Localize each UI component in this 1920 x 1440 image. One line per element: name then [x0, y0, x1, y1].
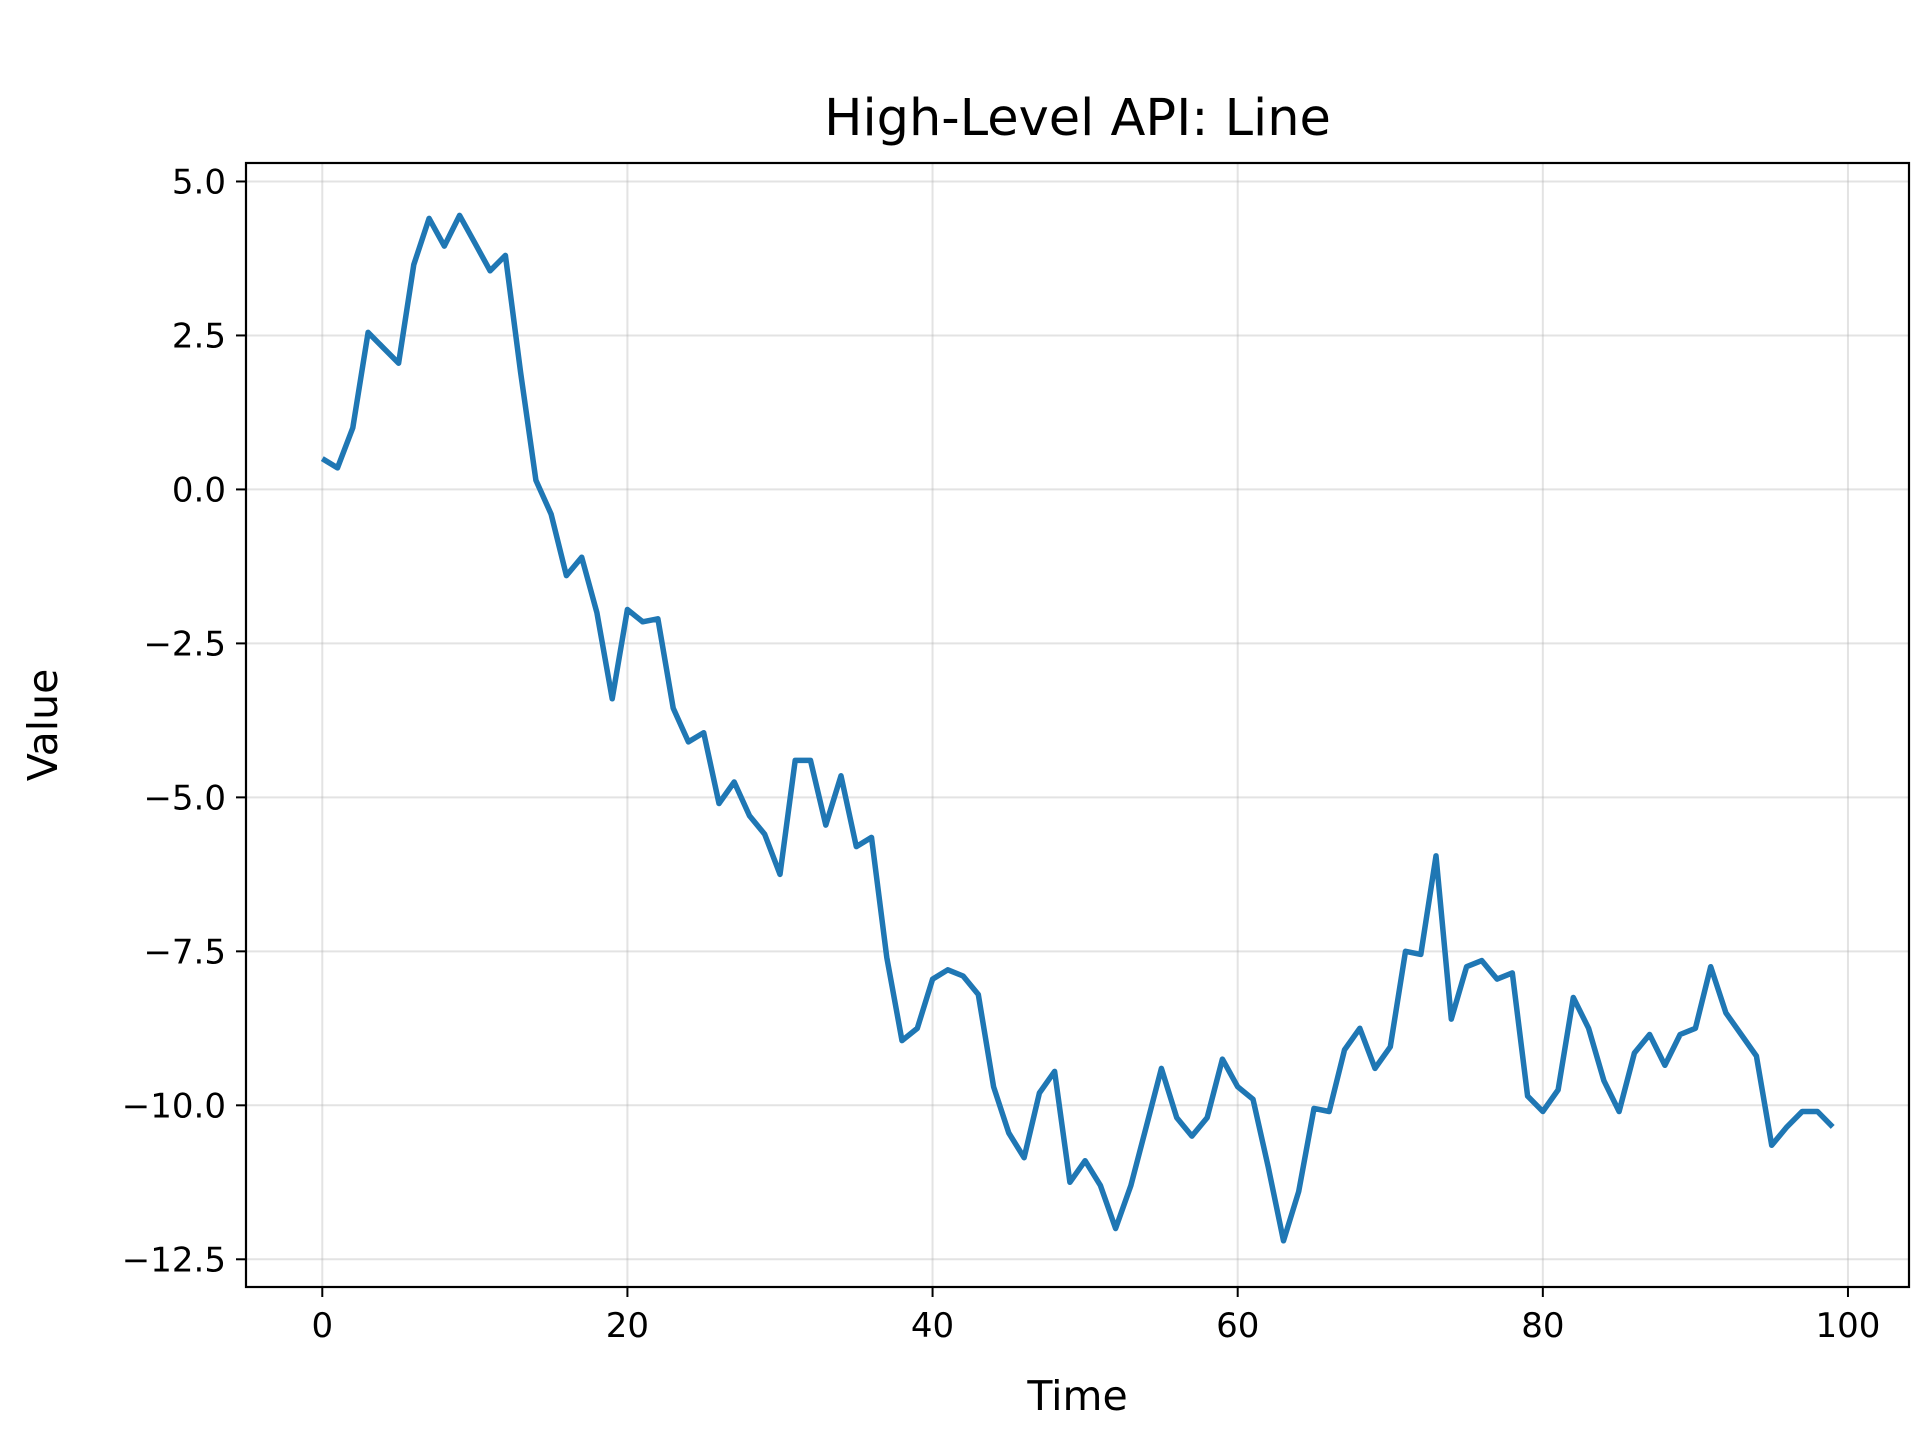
y-axis: 5.0 2.5 0.0 −2.5 −5.0 −7.5 −10.0 −12.5: [122, 162, 246, 1280]
x-tick-label: 60: [1216, 1306, 1259, 1346]
chart-title: High-Level API: Line: [824, 89, 1331, 148]
x-axis-label: Time: [1026, 1372, 1127, 1420]
plot-frame: [244, 161, 1911, 1289]
y-tick-label: 2.5: [172, 316, 226, 356]
y-tick-label: −2.5: [143, 624, 226, 664]
y-tick-label: 0.0: [172, 470, 226, 510]
y-tick-label: −7.5: [143, 932, 226, 972]
x-tick-label: 80: [1521, 1306, 1564, 1346]
series-line: [320, 212, 1835, 1244]
y-tick-label: 5.0: [172, 162, 226, 202]
x-tick-label: 40: [911, 1306, 954, 1346]
y-tick-label: −5.0: [143, 778, 226, 818]
y-tick-label: −10.0: [122, 1086, 226, 1126]
x-axis: 0 20 40 60 80 100: [311, 1287, 1880, 1346]
x-tick-label: 100: [1816, 1306, 1881, 1346]
y-tick-label: −12.5: [122, 1240, 226, 1280]
x-tick-label: 0: [311, 1306, 333, 1346]
y-axis-label: Value: [19, 669, 67, 782]
grid: [246, 163, 1909, 1287]
series-layer: [320, 212, 1835, 1244]
x-tick-label: 20: [606, 1306, 649, 1346]
